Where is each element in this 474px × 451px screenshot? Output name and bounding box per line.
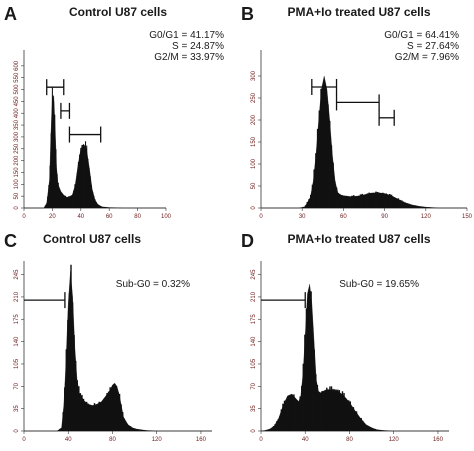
gate-marker-g2-m [68,126,102,143]
y-tick-label: 50 [251,182,257,189]
x-tick-label: 100 [161,214,172,220]
y-tick-label: 100 [14,179,20,190]
gate-marker-s [60,102,71,119]
y-tick-label: 350 [14,119,20,130]
gate-marker-g0-g1 [311,79,338,95]
y-tick-label: 35 [251,405,257,412]
y-tick-label: 300 [14,131,20,142]
stat-annotation: G0/G1 = 64.41% [384,30,459,41]
y-tick-label: 0 [251,206,257,210]
y-tick-label: 300 [251,70,257,81]
gate-marker-s [335,94,380,111]
stat-annotation: S = 27.64% [407,41,459,52]
y-tick-label: 400 [14,108,20,119]
x-tick-label: 160 [433,437,444,443]
histogram-area [261,75,467,209]
y-tick-label: 0 [14,206,20,210]
x-tick-label: 20 [49,214,56,220]
panel-d-chart: D PMA+Io treated U87 cells Sub-G0 = 19.65%… [241,231,449,443]
x-tick-label: 90 [381,214,388,220]
y-tick-label: 210 [251,291,257,302]
panel-d: D PMA+Io treated U87 cells Sub-G0 = 19.65%… [237,225,474,451]
x-tick-label: 120 [389,437,400,443]
panel-c-chart: C Control U87 cells Sub-G0 = 0.32% 0 40 80 120… [4,231,212,443]
panel-title: Control U87 cells [43,232,141,246]
panel-letter: B [241,4,254,24]
x-tick-label: 80 [109,437,116,443]
gate-marker-g0-g1 [46,79,65,96]
y-tick-label: 210 [14,291,20,302]
y-tick-label: 0 [251,429,257,433]
panel-a: A Control U87 cells G0/G1 = 41.17% S = 24.8… [0,0,237,225]
x-tick-label: 0 [22,437,26,443]
y-tick-label: 250 [14,143,20,154]
y-tick-label: 140 [251,336,257,347]
panel-title: PMA+Io treated U87 cells [287,5,430,19]
y-tick-label: 105 [251,358,257,369]
y-tick-label: 140 [14,336,20,347]
x-tick-label: 160 [196,437,207,443]
y-tick-label: 100 [251,158,257,169]
x-tick-label: 40 [77,214,84,220]
panel-title: Control U87 cells [69,5,167,19]
x-tick-label: 80 [346,437,353,443]
y-tick-label: 150 [251,136,257,147]
stat-annotation: G2/M = 33.97% [154,52,224,63]
panel-title: PMA+Io treated U87 cells [287,232,430,246]
stat-annotation: Sub-G0 = 0.32% [116,279,190,290]
gate-marker-g2-m [378,109,395,126]
y-tick-label: 150 [14,167,20,178]
y-tick-label: 0 [14,429,20,433]
panel-letter: C [4,231,17,251]
y-tick-label: 550 [14,72,20,83]
y-tick-label: 250 [251,92,257,103]
x-tick-label: 120 [152,437,163,443]
y-tick-label: 70 [251,382,257,389]
y-tick-label: 35 [14,405,20,412]
y-tick-label: 70 [14,382,20,389]
x-tick-label: 30 [299,214,306,220]
panel-c: C Control U87 cells Sub-G0 = 0.32% 0 40 80 120… [0,225,237,451]
panel-b: B PMA+Io treated U87 cells G0/G1 = 64.41% S… [237,0,474,225]
x-tick-label: 150 [462,214,473,220]
gate-marker-sub-g0 [261,292,306,309]
panel-letter: A [4,4,17,24]
y-tick-label: 245 [14,269,20,280]
x-tick-label: 60 [340,214,347,220]
x-tick-label: 80 [134,214,141,220]
panel-letter: D [241,231,254,251]
stat-annotation: Sub-G0 = 19.65% [339,279,419,290]
x-tick-label: 0 [259,437,263,443]
y-tick-label: 200 [251,114,257,125]
x-tick-label: 120 [421,214,432,220]
y-tick-label: 600 [14,60,20,71]
stat-annotation: G0/G1 = 41.17% [149,30,224,41]
panel-a-chart: A Control U87 cells G0/G1 = 41.17%S = 24.8… [4,4,224,220]
x-tick-label: 40 [302,437,309,443]
x-tick-label: 0 [22,214,26,220]
y-tick-label: 175 [14,314,20,325]
y-tick-label: 245 [251,269,257,280]
y-tick-label: 500 [14,84,20,95]
y-tick-label: 450 [14,96,20,107]
x-tick-label: 0 [259,214,263,220]
y-tick-label: 50 [14,192,20,199]
histogram-area [24,93,166,209]
stat-annotation: G2/M = 7.96% [395,52,459,63]
stat-annotation: S = 24.87% [172,41,224,52]
y-tick-label: 200 [14,155,20,166]
x-tick-label: 40 [65,437,72,443]
panel-b-chart: B PMA+Io treated U87 cells G0/G1 = 64.41%S… [241,4,473,220]
gate-marker-sub-g0 [24,292,66,309]
y-tick-label: 175 [251,314,257,325]
x-tick-label: 60 [106,214,113,220]
y-tick-label: 105 [14,358,20,369]
